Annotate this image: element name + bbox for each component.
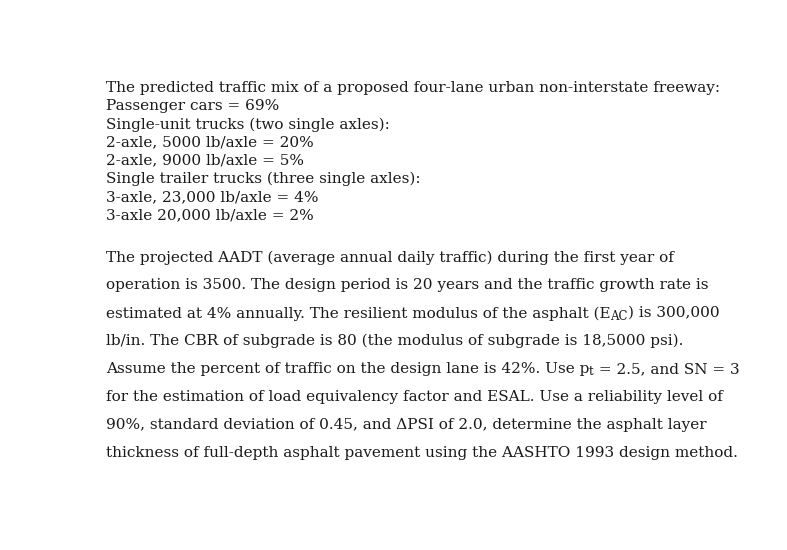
Text: t: t — [589, 365, 593, 378]
Text: for the estimation of load equivalency factor and ESAL. Use a reliability level : for the estimation of load equivalency f… — [105, 390, 722, 404]
Text: Single trailer trucks (three single axles):: Single trailer trucks (three single axle… — [105, 172, 420, 186]
Text: lb/in. The CBR of subgrade is 80 (the modulus of subgrade is 18,5000 psi).: lb/in. The CBR of subgrade is 80 (the mo… — [105, 334, 683, 349]
Text: 90%, standard deviation of 0.45, and ΔPSI of 2.0, determine the asphalt layer: 90%, standard deviation of 0.45, and ΔPS… — [105, 418, 706, 432]
Text: Passenger cars = 69%: Passenger cars = 69% — [105, 99, 279, 113]
Text: ) is 300,000: ) is 300,000 — [628, 306, 719, 320]
Text: The projected AADT (average annual daily traffic) during the first year of: The projected AADT (average annual daily… — [105, 250, 674, 265]
Text: 2-axle, 9000 lb/axle = 5%: 2-axle, 9000 lb/axle = 5% — [105, 153, 304, 168]
Text: The predicted traffic mix of a proposed four-lane urban non-interstate freeway:: The predicted traffic mix of a proposed … — [105, 81, 720, 95]
Text: estimated at 4% annually. The resilient modulus of the asphalt (E: estimated at 4% annually. The resilient … — [105, 306, 611, 321]
Text: AC: AC — [611, 310, 628, 322]
Text: 3-axle, 23,000 lb/axle = 4%: 3-axle, 23,000 lb/axle = 4% — [105, 190, 318, 204]
Text: 2-axle, 5000 lb/axle = 20%: 2-axle, 5000 lb/axle = 20% — [105, 135, 313, 150]
Text: operation is 3500. The design period is 20 years and the traffic growth rate is: operation is 3500. The design period is … — [105, 278, 708, 292]
Text: = 2.5, and SN = 3: = 2.5, and SN = 3 — [593, 362, 739, 376]
Text: 3-axle 20,000 lb/axle = 2%: 3-axle 20,000 lb/axle = 2% — [105, 208, 313, 222]
Text: Assume the percent of traffic on the design lane is 42%. Use p: Assume the percent of traffic on the des… — [105, 362, 589, 376]
Text: thickness of full-depth asphalt pavement using the AASHTO 1993 design method.: thickness of full-depth asphalt pavement… — [105, 446, 737, 460]
Text: Single-unit trucks (two single axles):: Single-unit trucks (two single axles): — [105, 117, 390, 131]
